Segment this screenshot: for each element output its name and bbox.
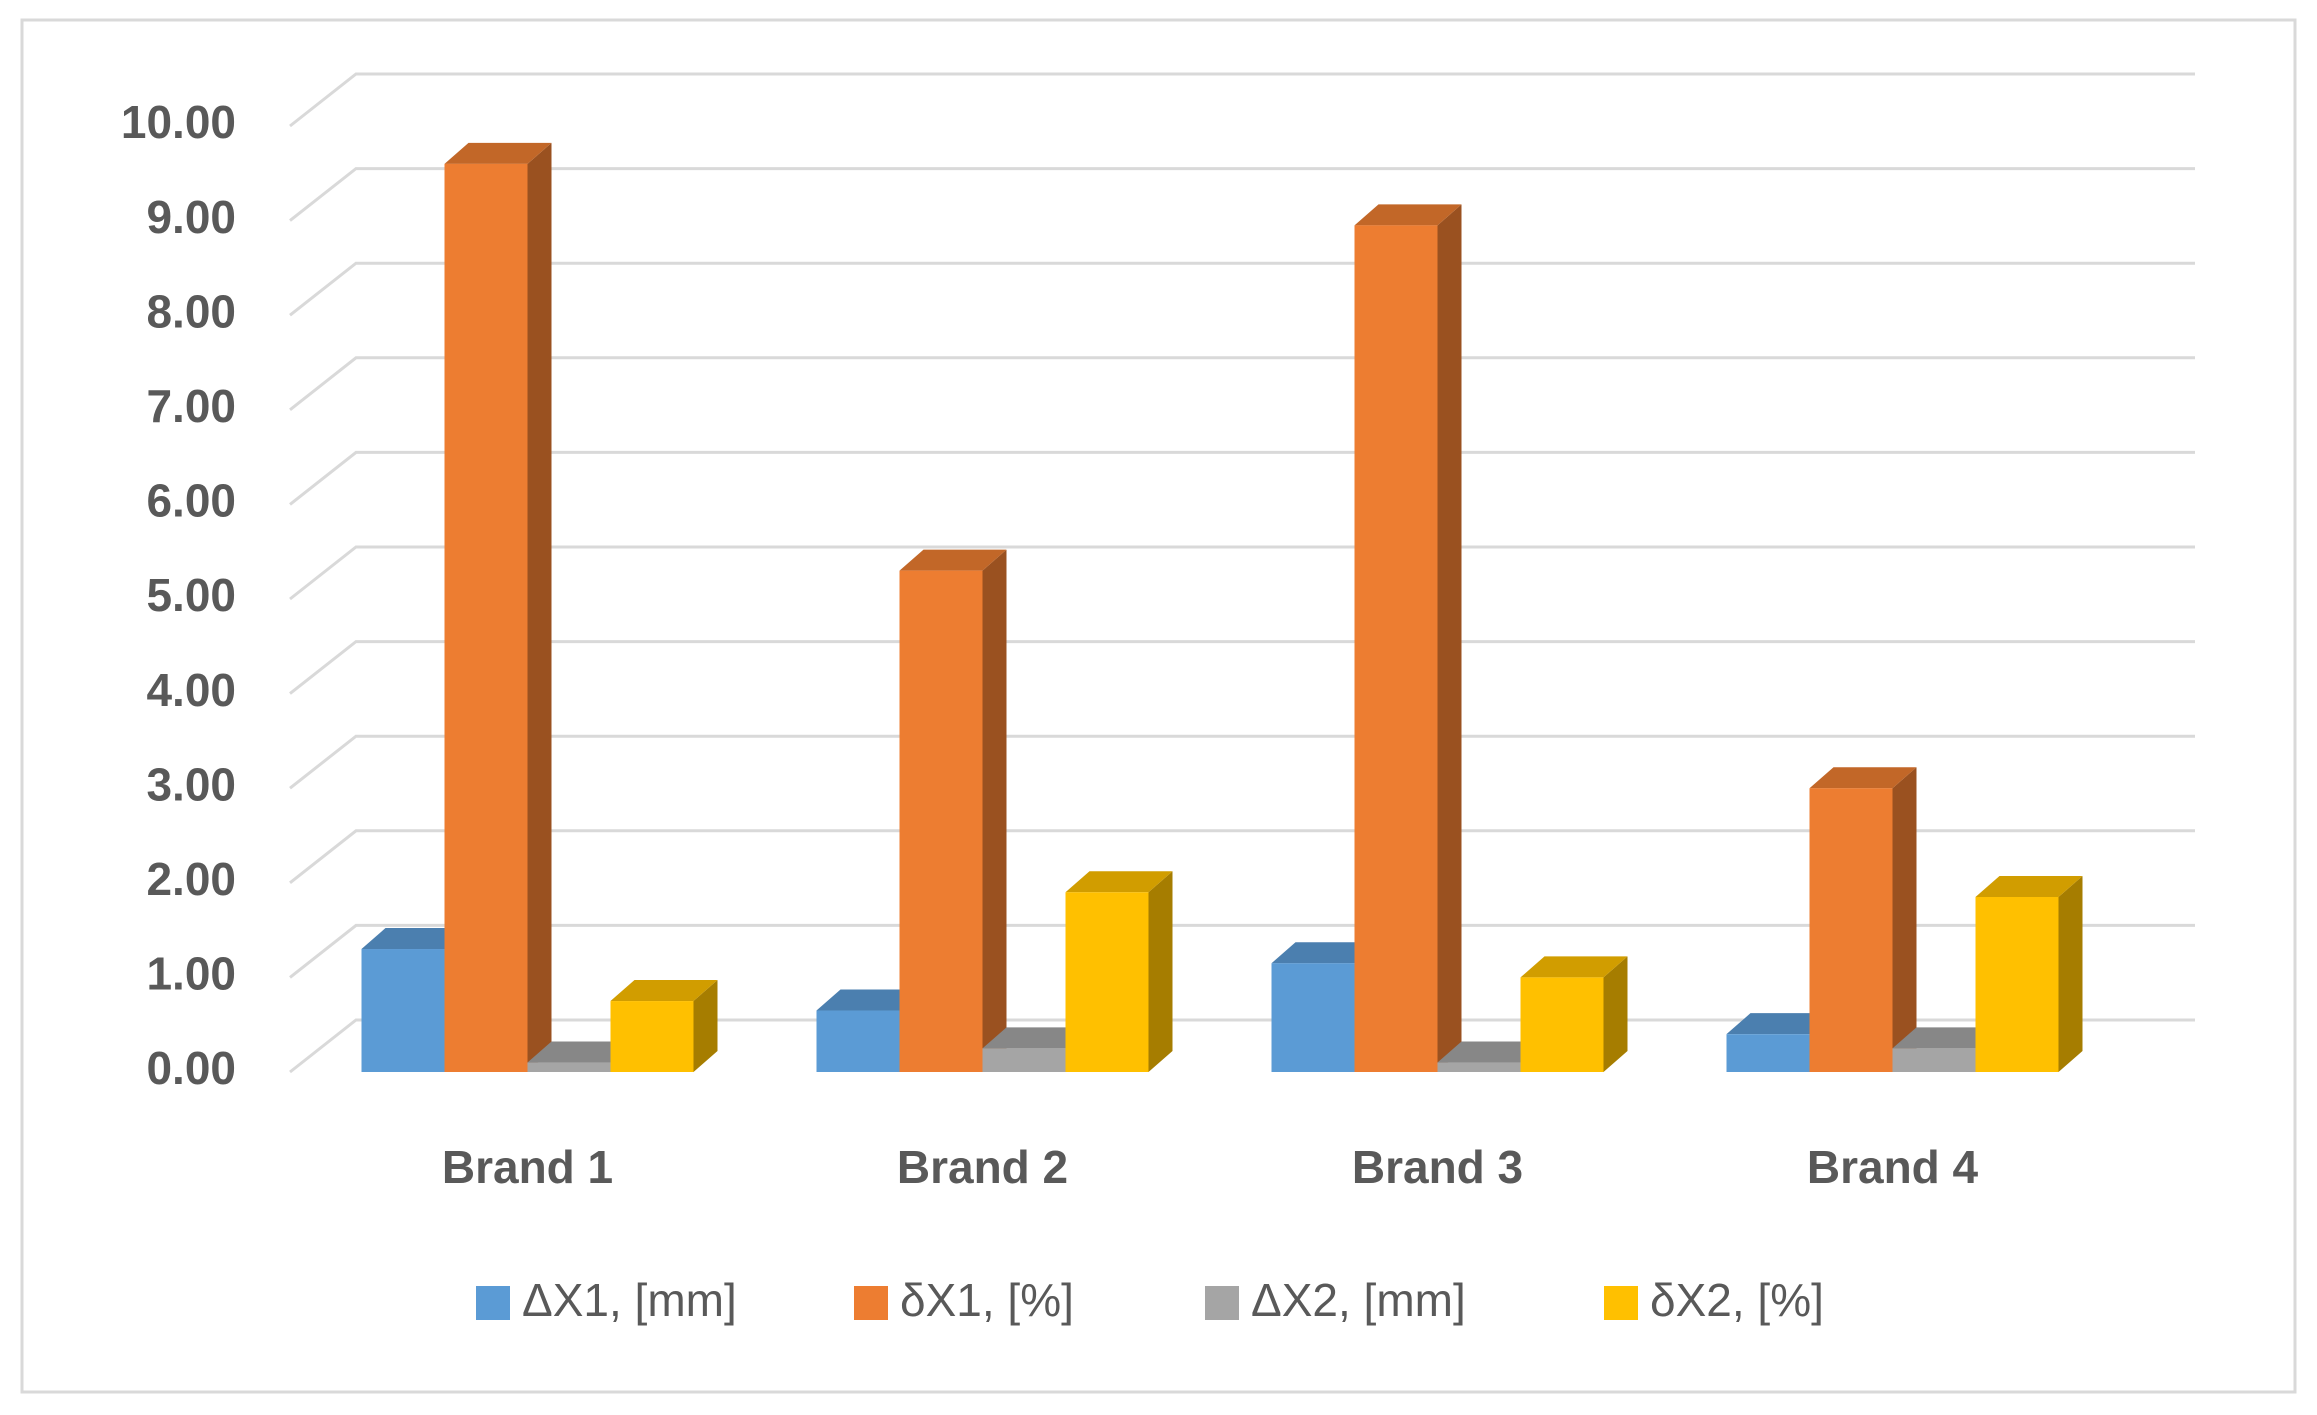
legend-label: δX1, [%] [900, 1274, 1074, 1326]
chart-border [20, 18, 2297, 1394]
bar [899, 570, 983, 1072]
bar-side [693, 980, 718, 1072]
legend-swatch [476, 1286, 510, 1320]
y-tick-label: 1.00 [146, 948, 236, 1000]
bar [1726, 1034, 1810, 1072]
bar-top [1437, 1041, 1545, 1063]
grid-line [289, 640, 2195, 695]
y-tick-label: 10.00 [121, 96, 236, 148]
bar-side [2058, 875, 2083, 1072]
y-tick-label: 9.00 [146, 191, 236, 243]
x-tick-label: Brand 2 [897, 1141, 1068, 1193]
legend-swatch [1604, 1286, 1638, 1320]
bar-side [1892, 767, 1917, 1072]
y-tick-label: 3.00 [146, 758, 236, 810]
bar-side [982, 549, 1007, 1072]
bar-top [899, 549, 1007, 571]
bar [1809, 788, 1893, 1072]
grid-line [289, 734, 2195, 790]
bar-top [982, 1027, 1090, 1049]
grid-line [289, 545, 2195, 601]
legend-swatch [854, 1286, 888, 1320]
bar-side [1148, 871, 1173, 1072]
bar [1354, 225, 1438, 1072]
bar-top [1354, 204, 1462, 226]
bar-side [1437, 204, 1462, 1072]
bar [527, 1062, 611, 1072]
legend-label: ΔX1, [mm] [522, 1274, 737, 1326]
bar [1437, 1062, 1521, 1072]
y-tick-label: 4.00 [146, 664, 236, 716]
legend-label: δX2, [%] [1650, 1274, 1824, 1326]
y-tick-label: 5.00 [146, 569, 236, 621]
bar [610, 1001, 694, 1072]
grid-line [289, 356, 2195, 411]
bar [1271, 963, 1355, 1072]
bar [982, 1048, 1066, 1072]
y-tick-label: 6.00 [146, 475, 236, 527]
bar-top [1892, 1027, 2000, 1049]
bar-top [361, 928, 469, 950]
bar [1975, 896, 2059, 1072]
bar [816, 1010, 900, 1072]
bar-top [1975, 875, 2083, 897]
grid-line [289, 450, 2195, 506]
bar-top [1809, 767, 1917, 789]
bar-top [527, 1041, 635, 1063]
x-tick-label: Brand 4 [1807, 1141, 1979, 1193]
y-tick-label: 2.00 [146, 853, 236, 905]
bar [444, 163, 528, 1073]
y-tick-label: 8.00 [146, 285, 236, 337]
bar-side [527, 142, 552, 1073]
bar-top [610, 980, 718, 1002]
bar [1065, 892, 1149, 1072]
grid-line [289, 167, 2195, 222]
legend-label: ΔX2, [mm] [1251, 1274, 1466, 1326]
grid-line [289, 923, 2195, 979]
bar-top [444, 142, 552, 164]
bar-top [816, 989, 924, 1011]
bar-top [1271, 942, 1379, 964]
grid-line [289, 829, 2195, 884]
bar-top [1520, 956, 1628, 978]
x-tick-label: Brand 1 [442, 1141, 613, 1193]
bar [1892, 1048, 1976, 1072]
bar-top [1726, 1013, 1834, 1035]
y-tick-label: 7.00 [146, 380, 236, 432]
bar-side [1603, 956, 1628, 1072]
bar [361, 949, 445, 1072]
bar-top [1065, 871, 1173, 893]
grid-line [289, 72, 2195, 128]
y-tick-label: 0.00 [146, 1042, 236, 1094]
x-tick-label: Brand 3 [1352, 1141, 1523, 1193]
bar [1520, 977, 1604, 1072]
legend-swatch [1205, 1286, 1239, 1320]
grid-line [289, 261, 2195, 317]
